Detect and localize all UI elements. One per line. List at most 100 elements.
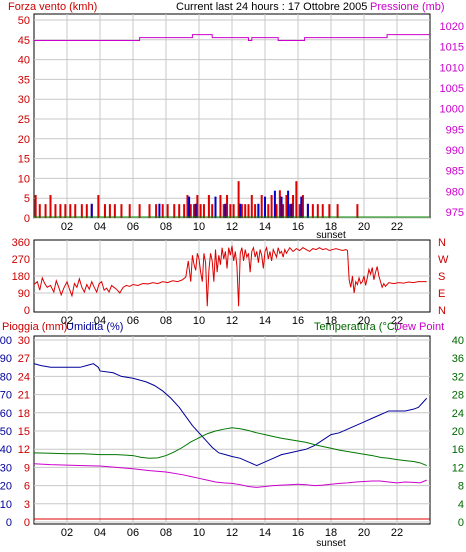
time-tick-label: 10	[193, 527, 205, 539]
rain-tick-label: 21	[18, 390, 30, 402]
time-tick-label: 02	[61, 527, 73, 539]
right-axis-label-dew-point: Dew Point	[394, 321, 444, 333]
humidity-tick-label: 90	[0, 353, 12, 365]
time-tick-label: 08	[160, 527, 172, 539]
rain-tick-label: 27	[18, 353, 30, 365]
time-tick-label: 04	[94, 221, 106, 233]
temperature-tick-label: 0	[458, 517, 464, 529]
sunset-label: sunset	[316, 230, 346, 241]
time-tick-label: 22	[391, 315, 403, 327]
wind-tick-label: 25	[18, 114, 30, 126]
wind-tick-label: 5	[24, 193, 30, 205]
wind-tick-label: 35	[18, 74, 30, 86]
time-tick-label: 10	[193, 315, 205, 327]
time-tick-label: 02	[61, 315, 73, 327]
rain-tick-label: 15	[18, 426, 30, 438]
rain-tick-label: 30	[18, 335, 30, 347]
time-tick-label: 20	[358, 527, 370, 539]
humidity-line	[33, 363, 428, 467]
direction-tick-label: 0	[24, 305, 30, 317]
direction-tick-label: 90	[18, 288, 30, 300]
compass-label: S	[438, 271, 445, 283]
humidity-tick-label: 70	[0, 390, 12, 402]
pressure-tick-label: 990	[446, 145, 464, 157]
direction-tick-label: 180	[12, 271, 30, 283]
direction-tick-label: 270	[12, 254, 30, 266]
time-tick-label: 18	[325, 315, 337, 327]
left-axis-label-rain: Pioggia (mm)	[2, 321, 67, 333]
time-tick-label: 12	[226, 221, 238, 233]
wind-pressure-panel: 0510152025303540455097598098599099510001…	[18, 13, 464, 241]
time-tick-label: 04	[94, 315, 106, 327]
right-axis-label-pressure: Pressione (mb)	[370, 1, 445, 13]
pressure-tick-label: 1020	[440, 21, 464, 33]
humidity-tick-label: 50	[0, 426, 12, 438]
time-tick-label: 20	[358, 315, 370, 327]
wind-tick-label: 40	[18, 55, 30, 67]
time-tick-label: 08	[160, 315, 172, 327]
left-axis-label-humidity: Umidita (%)	[66, 321, 123, 333]
humidity-tick-label: 20	[0, 481, 12, 493]
compass-label: N	[438, 305, 446, 317]
temperature-tick-label: 20	[452, 426, 464, 438]
time-tick-label: 16	[292, 527, 304, 539]
time-tick-label: 18	[325, 221, 337, 233]
rain-tick-label: 12	[18, 444, 30, 456]
chart-title: Current last 24 hours : 17 Ottobre 2005	[176, 1, 367, 13]
pressure-tick-label: 980	[446, 186, 464, 198]
wind-tick-label: 50	[18, 15, 30, 27]
time-tick-label: 22	[391, 527, 403, 539]
dew-point-line	[33, 463, 427, 488]
wind-tick-label: 15	[18, 154, 30, 166]
time-tick-label: 12	[226, 315, 238, 327]
pressure-tick-label: 1015	[440, 42, 464, 54]
rain-tick-label: 0	[24, 517, 30, 529]
rain-tick-label: 24	[18, 371, 30, 383]
pressure-tick-label: 975	[446, 207, 464, 219]
wind-tick-label: 30	[18, 94, 30, 106]
humidity-tick-label: 60	[0, 408, 12, 420]
temperature-tick-label: 12	[452, 462, 464, 474]
wind-tick-label: 45	[18, 35, 30, 47]
temperature-tick-label: 40	[452, 335, 464, 347]
compass-label: E	[438, 288, 445, 300]
time-tick-label: 06	[127, 527, 139, 539]
wind-tick-label: 10	[18, 173, 30, 185]
wind-direction-line	[33, 245, 427, 307]
pressure-tick-label: 985	[446, 166, 464, 178]
pressure-line	[34, 34, 430, 41]
temperature-tick-label: 4	[458, 499, 464, 511]
rain-tick-label: 18	[18, 408, 30, 420]
wind-tick-label: 20	[18, 134, 30, 146]
time-tick-label: 06	[127, 315, 139, 327]
pressure-tick-label: 1010	[440, 62, 464, 74]
humidity-tick-label: 30	[0, 462, 12, 474]
humidity-tick-label: 10	[0, 499, 12, 511]
temperature-tick-label: 28	[452, 390, 464, 402]
compass-label: N	[438, 237, 446, 249]
time-tick-label: 08	[160, 221, 172, 233]
time-tick-label: 12	[226, 527, 238, 539]
humidity-tick-label: 0	[6, 517, 12, 529]
time-tick-label: 14	[259, 315, 271, 327]
time-tick-label: 02	[61, 221, 73, 233]
pressure-tick-label: 1000	[440, 104, 464, 116]
temperature-tick-label: 24	[452, 408, 464, 420]
wind-tick-label: 0	[24, 213, 30, 225]
rain-tick-label: 3	[24, 499, 30, 511]
pressure-tick-label: 995	[446, 124, 464, 136]
humidity-tick-label: 80	[0, 371, 12, 383]
left-axis-label-wind: Forza vento (kmh)	[8, 1, 97, 13]
humidity-tick-label: 100	[0, 335, 12, 347]
time-tick-label: 14	[259, 221, 271, 233]
time-tick-label: 04	[94, 527, 106, 539]
rain-tick-label: 6	[24, 481, 30, 493]
right-axis-label-temperature: Temperatura (°C)	[314, 321, 398, 333]
time-tick-label: 22	[391, 221, 403, 233]
humidity-tick-label: 40	[0, 444, 12, 456]
time-tick-label: 18	[325, 527, 337, 539]
temperature-tick-label: 16	[452, 444, 464, 456]
